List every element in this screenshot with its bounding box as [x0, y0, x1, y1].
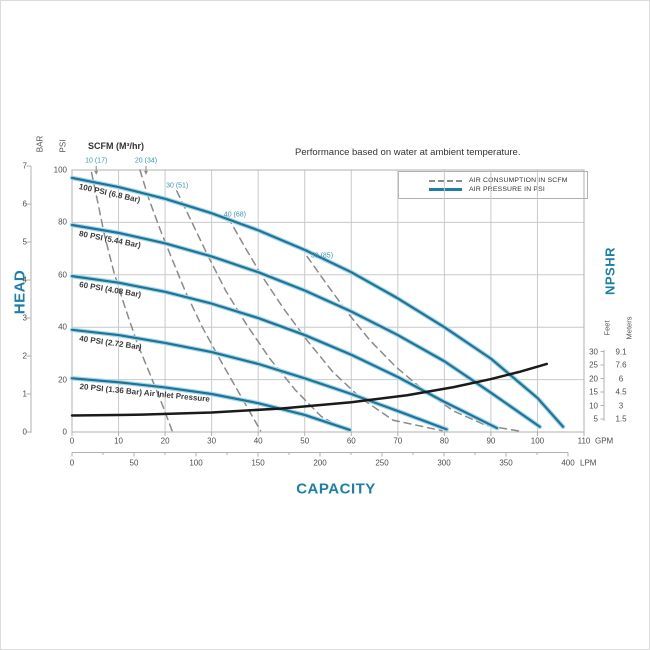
- bar-tick-label: 7: [22, 161, 27, 171]
- feet-tick-label: 25: [589, 360, 598, 370]
- feet-tick-label: 15: [589, 387, 598, 397]
- legend-item-air-pressure: AIR PRESSURE IN PSI: [399, 186, 587, 193]
- label-arrowhead-icon: [144, 170, 149, 175]
- gpm-tick-label: 40: [253, 436, 263, 446]
- bar-tick-label: 5: [22, 237, 27, 247]
- meters-tick-label: 6: [618, 374, 624, 383]
- dashed-line-sample-icon: [429, 179, 462, 182]
- air-consumption-curve-40scfm: [227, 216, 443, 432]
- consumption-curve-label: 40 (68): [223, 211, 246, 219]
- legend-label: AIR PRESSURE IN PSI: [469, 186, 545, 193]
- gpm-tick-label: 20: [160, 436, 170, 446]
- psi-tick-label: 0: [62, 427, 67, 437]
- lpm-tick-label: 200: [313, 458, 327, 468]
- solid-line-sample-icon: [429, 188, 462, 191]
- air-pressure-curve-20psi: [70, 377, 351, 432]
- feet-tick-label: 10: [589, 401, 598, 410]
- gpm-tick-label: 50: [300, 436, 310, 446]
- lpm-tick-label: 0: [69, 458, 75, 468]
- gpm-tick-label: 0: [69, 436, 75, 446]
- meters-tick-label: 4.5: [615, 387, 627, 397]
- air-consumption-curve-30scfm: [175, 190, 348, 432]
- consumption-curve-label: 10 (17): [85, 157, 108, 165]
- psi-tick-label: 20: [58, 375, 67, 385]
- lpm-tick-label: 400: [561, 458, 575, 468]
- air-consumption-curve-10scfm: [90, 171, 173, 432]
- feet-tick-label: 20: [589, 374, 598, 383]
- psi-tick-label: 80: [58, 217, 67, 227]
- feet-tick-label: 30: [589, 347, 598, 356]
- capacity-axis-title: CAPACITY: [296, 480, 376, 498]
- lpm-tick-label: 300: [437, 458, 451, 468]
- feet-tick-label: 5: [593, 414, 598, 424]
- air-pressure-curve-80psi: [70, 223, 541, 428]
- air-consumption-curve-20scfm: [139, 169, 262, 432]
- npshr-curve: [70, 362, 549, 417]
- legend-box: AIR CONSUMPTION IN SCFM AIR PRESSURE IN …: [398, 171, 588, 199]
- bar-tick-label: 1: [22, 389, 27, 399]
- consumption-curve-label: 20 (34): [134, 157, 158, 165]
- consumption-curve-label: 50 (85): [310, 252, 334, 260]
- gpm-tick-label: 90: [486, 436, 496, 446]
- meters-tick-label: 1.5: [615, 414, 627, 424]
- legend-item-air-consumption: AIR CONSUMPTION IN SCFM: [399, 177, 587, 184]
- air-pressure-curve-40psi: [70, 328, 448, 431]
- gpm-tick-label: 30: [207, 436, 217, 446]
- lpm-tick-label: 250: [375, 458, 389, 468]
- lpm-tick-label: 150: [251, 458, 265, 468]
- label-arrowhead-icon: [94, 170, 99, 175]
- bar-tick-label: 3: [22, 313, 27, 323]
- bar-tick-label: 0: [22, 427, 27, 437]
- lpm-unit-label: LPM: [580, 458, 597, 468]
- scfm-column-header: SCFM (M³/hr): [88, 141, 144, 151]
- bar-tick-label: 6: [22, 199, 27, 209]
- air-pressure-curve-100psi: [70, 176, 565, 428]
- gpm-tick-label: 80: [439, 436, 449, 446]
- legend-label: AIR CONSUMPTION IN SCFM: [469, 177, 568, 184]
- meters-tick-label: 3: [618, 401, 624, 410]
- gpm-tick-label: 100: [530, 436, 545, 446]
- air-pressure-curve-halo-60psi: [69, 273, 500, 431]
- lpm-tick-label: 100: [189, 458, 203, 468]
- gpm-tick-label: 60: [346, 436, 356, 446]
- lpm-tick-label: 350: [499, 458, 513, 468]
- meters-tick-label: 7.6: [615, 360, 627, 370]
- air-pressure-curve-60psi: [70, 275, 499, 430]
- consumption-curve-label: 30 (51): [166, 182, 189, 190]
- gpm-tick-label: 70: [393, 436, 403, 446]
- psi-tick-label: 100: [53, 165, 67, 175]
- chart-note: Performance based on water at ambient te…: [295, 147, 521, 158]
- lpm-tick-label: 50: [129, 458, 139, 468]
- psi-tick-label: 60: [58, 270, 67, 280]
- bar-tick-label: 2: [22, 351, 27, 361]
- gpm-unit-label: GPM: [595, 436, 614, 446]
- gpm-tick-label: 10: [114, 436, 123, 446]
- bar-tick-label: 4: [22, 275, 27, 285]
- gpm-tick-label: 110: [577, 436, 591, 446]
- plot-border: [71, 169, 585, 433]
- meters-tick-label: 9.1: [615, 347, 627, 356]
- psi-tick-label: 40: [58, 322, 67, 332]
